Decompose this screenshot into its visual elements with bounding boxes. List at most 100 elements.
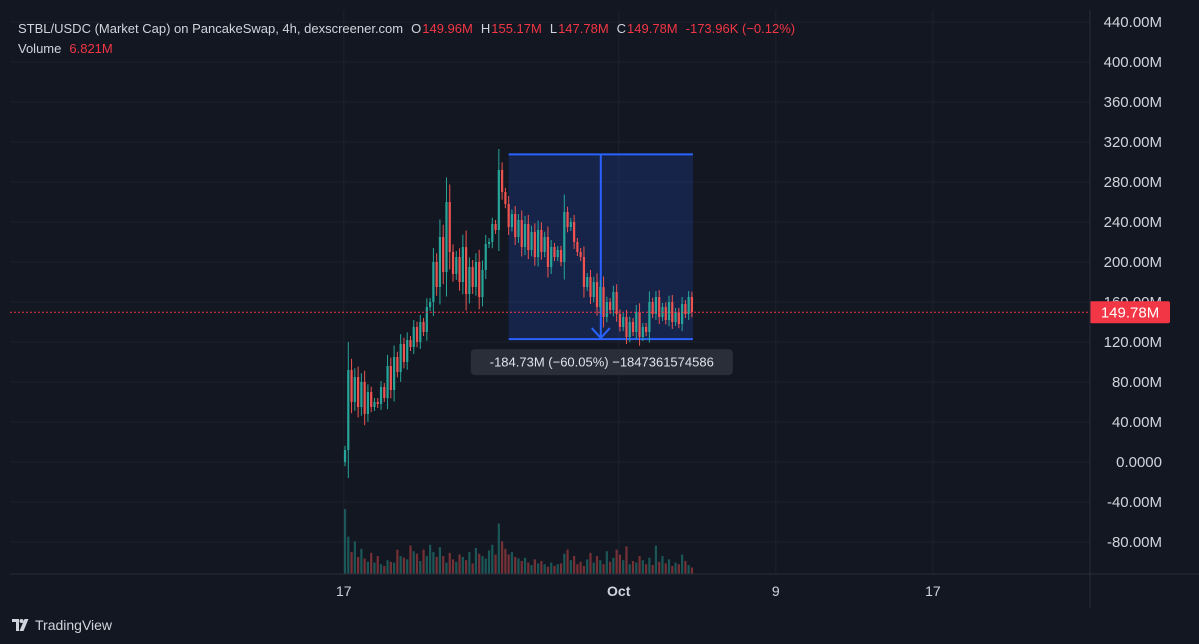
volume-bar <box>582 565 586 574</box>
candle-body <box>501 170 504 192</box>
candle-body <box>353 377 356 402</box>
volume-label[interactable]: Volume <box>18 41 62 56</box>
volume-bar <box>609 561 612 574</box>
candle-body <box>487 242 491 244</box>
candle-body <box>451 252 455 274</box>
y-tick-label: 280.00M <box>1104 174 1162 191</box>
candle-body <box>533 232 536 257</box>
candle-body <box>419 322 422 342</box>
volume-bar <box>638 556 641 574</box>
volume-bar <box>631 561 635 574</box>
candle-body <box>559 250 563 262</box>
y-tick-label: 360.00M <box>1104 94 1162 111</box>
volume-bar <box>681 554 684 574</box>
volume-bar <box>507 554 510 574</box>
volume-bar <box>602 564 605 574</box>
tradingview-logo-icon <box>12 619 30 631</box>
volume-bar <box>592 562 595 574</box>
candle-body <box>343 450 347 462</box>
candle-body <box>674 312 677 322</box>
candle-body <box>484 244 487 270</box>
measure-label-text: -184.73M (−60.05%) −1847361574586 <box>490 355 714 370</box>
volume-bar <box>605 551 608 574</box>
y-tick-label: 240.00M <box>1104 214 1162 231</box>
volume-bar <box>559 563 563 574</box>
horizontal-grid <box>10 21 1090 543</box>
volume-bar <box>664 563 667 574</box>
candle-body <box>478 262 481 297</box>
candle-body <box>645 327 648 332</box>
volume-bar <box>461 556 464 574</box>
candle-body <box>386 366 389 398</box>
volume-bar <box>357 556 360 574</box>
candle-body <box>537 230 540 257</box>
volume-bar <box>451 559 455 574</box>
candle-body <box>438 237 442 287</box>
tradingview-brand[interactable]: TradingView <box>12 617 112 633</box>
volume-bar <box>415 553 419 574</box>
candle-body <box>379 387 383 404</box>
volume-bar <box>658 561 661 574</box>
candle-body <box>684 304 687 314</box>
plot-area[interactable] <box>10 10 1090 574</box>
candle-body <box>393 357 396 390</box>
volume-bar <box>360 548 363 574</box>
y-tick-label: -80.00M <box>1107 534 1162 551</box>
candle-body <box>635 312 638 332</box>
volume-bar <box>484 558 487 574</box>
volume-bar <box>363 558 366 574</box>
candle-body <box>412 327 415 347</box>
candle-body <box>504 192 507 204</box>
volume-bar <box>494 554 497 574</box>
volume-bar <box>550 562 553 574</box>
high-label: H <box>480 21 491 36</box>
candle-body <box>360 382 363 407</box>
volume-bar <box>510 552 514 574</box>
volume-bar <box>501 541 504 574</box>
volume-bar <box>543 564 546 574</box>
candle-body <box>638 312 641 337</box>
volume-bar <box>527 562 530 574</box>
candle-body <box>399 344 402 372</box>
candle-body <box>383 387 386 398</box>
candle-body <box>618 314 622 327</box>
price-axis[interactable]: 440.00M 400.00M 360.00M 320.00M 280.00M 240.0… <box>1104 14 1162 551</box>
candle-body <box>445 202 448 272</box>
volume-bar <box>409 545 412 574</box>
measure-label: -184.73M (−60.05%) −1847361574586 <box>470 349 733 376</box>
candle-body <box>641 327 644 337</box>
low-value: 147.78M <box>558 21 609 36</box>
volume-bar <box>491 544 494 574</box>
candle-body <box>556 250 559 257</box>
candle-body <box>517 220 520 237</box>
candle-body <box>458 257 461 282</box>
volume-bar <box>687 565 690 574</box>
time-axis[interactable]: 17 Oct 9 17 <box>336 583 941 599</box>
volume-bar <box>442 556 445 574</box>
volume-bar <box>389 561 392 574</box>
volume-bar <box>435 556 438 574</box>
candle-body <box>376 402 379 404</box>
volume-bar <box>412 551 415 574</box>
volume-bar <box>648 557 651 574</box>
volume-bar <box>353 541 356 574</box>
volume-bar <box>386 560 389 574</box>
candle-body <box>461 247 464 282</box>
volume-bar <box>684 561 687 574</box>
y-tick-label: 440.00M <box>1104 14 1162 31</box>
candle-body <box>425 307 428 332</box>
candle-body <box>396 357 399 372</box>
volume-bar <box>618 554 622 574</box>
candle-body <box>609 302 612 310</box>
volume-bar <box>667 559 671 574</box>
candle-body <box>370 392 373 407</box>
volume-bar <box>504 548 507 574</box>
candle-body <box>510 214 514 227</box>
volume-bar <box>406 559 409 574</box>
y-tick-label: 40.00M <box>1112 414 1162 431</box>
symbol-title[interactable]: STBL/USDC (Market Cap) on PancakeSwap, 4… <box>18 21 404 36</box>
candle-body <box>514 214 517 237</box>
volume-bar <box>579 561 582 574</box>
x-tick-label: 9 <box>772 583 780 599</box>
